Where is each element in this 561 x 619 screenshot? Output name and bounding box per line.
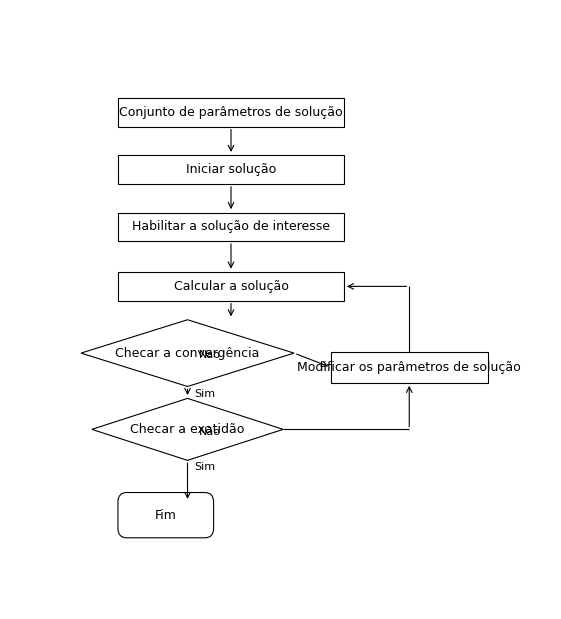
Text: Checar a exatidão: Checar a exatidão	[130, 423, 245, 436]
Text: Sim: Sim	[194, 389, 215, 399]
FancyBboxPatch shape	[331, 352, 488, 383]
Text: Habilitar a solução de interesse: Habilitar a solução de interesse	[132, 220, 330, 233]
FancyBboxPatch shape	[118, 212, 344, 241]
Polygon shape	[81, 320, 294, 386]
FancyBboxPatch shape	[118, 98, 344, 127]
Text: Não: Não	[199, 428, 220, 438]
Text: Conjunto de parâmetros de solução: Conjunto de parâmetros de solução	[119, 106, 343, 119]
Text: Modificar os parâmetros de solução: Modificar os parâmetros de solução	[297, 361, 521, 374]
Text: Calcular a solução: Calcular a solução	[173, 280, 288, 293]
Text: Sim: Sim	[194, 462, 215, 472]
FancyBboxPatch shape	[118, 155, 344, 184]
FancyBboxPatch shape	[118, 272, 344, 301]
Polygon shape	[92, 399, 283, 461]
Text: Checar a convergência: Checar a convergência	[116, 347, 260, 360]
Text: Não: Não	[199, 350, 220, 360]
Text: Iniciar solução: Iniciar solução	[186, 163, 276, 176]
Text: Fim: Fim	[155, 509, 177, 522]
FancyBboxPatch shape	[118, 493, 214, 538]
